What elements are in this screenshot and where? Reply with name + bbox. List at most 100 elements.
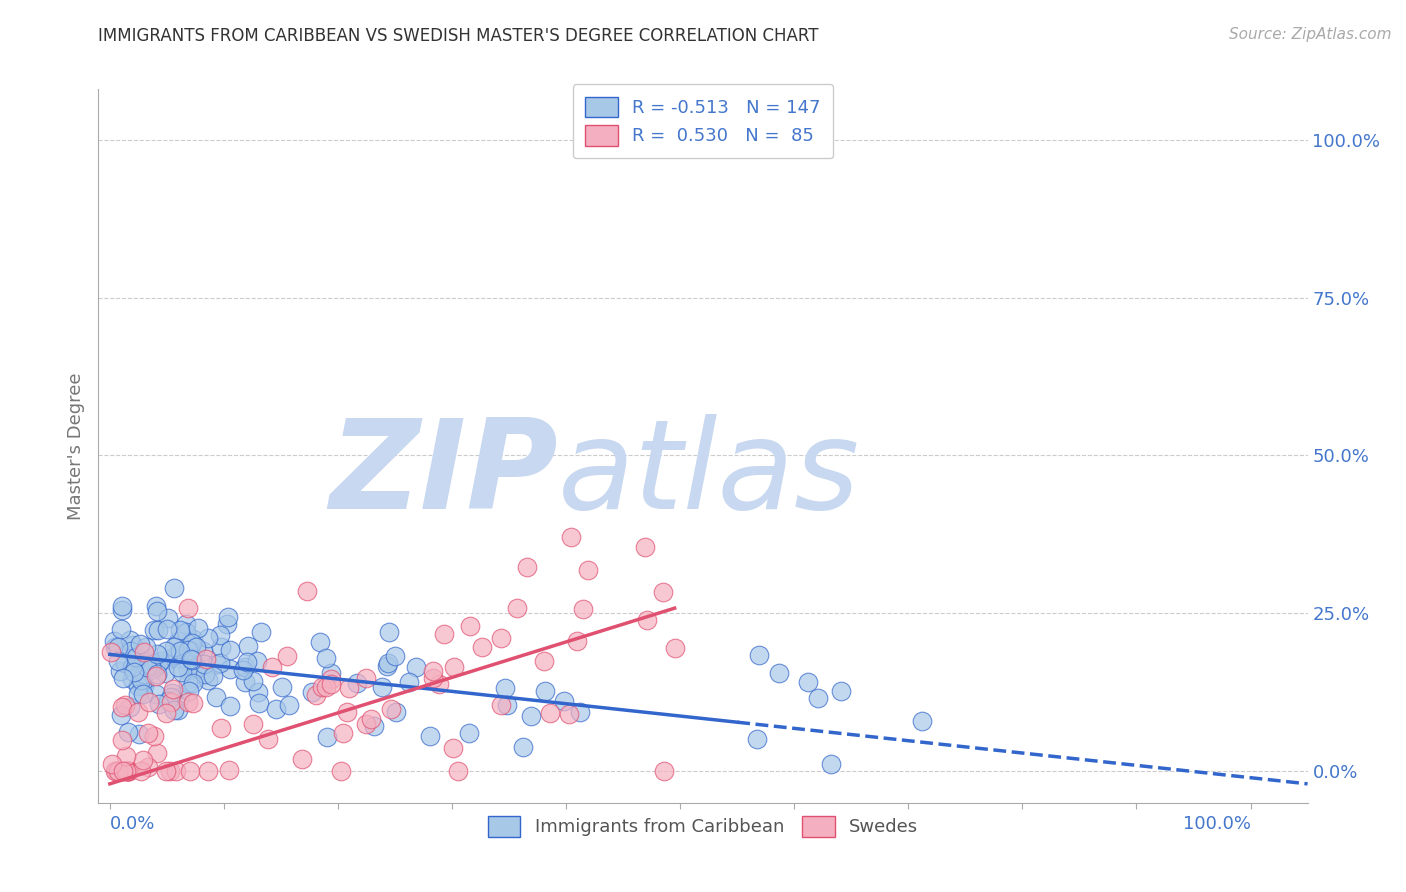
Point <box>169 623 191 637</box>
Point <box>111 764 134 779</box>
Point <box>636 613 658 627</box>
Point <box>496 698 519 712</box>
Point <box>107 653 129 667</box>
Point <box>177 694 200 708</box>
Point <box>219 698 242 713</box>
Point <box>534 683 557 698</box>
Point <box>157 694 180 708</box>
Point <box>242 673 264 688</box>
Point <box>179 642 201 657</box>
Point <box>278 698 301 713</box>
Point <box>457 726 479 740</box>
Point <box>384 648 406 663</box>
Point <box>194 652 217 666</box>
Point <box>136 726 159 740</box>
Point <box>143 729 166 743</box>
Point <box>180 652 202 666</box>
Point <box>176 676 198 690</box>
Point <box>295 583 318 598</box>
Point <box>117 764 139 779</box>
Point <box>176 664 198 678</box>
Point <box>110 707 132 722</box>
Point <box>186 661 208 675</box>
Point <box>219 643 242 657</box>
Text: IMMIGRANTS FROM CARIBBEAN VS SWEDISH MASTER'S DEGREE CORRELATION CHART: IMMIGRANTS FROM CARIBBEAN VS SWEDISH MAS… <box>98 27 818 45</box>
Point <box>128 727 150 741</box>
Point <box>100 645 122 659</box>
Point <box>138 658 160 673</box>
Point <box>242 717 264 731</box>
Point <box>118 632 141 647</box>
Point <box>363 719 385 733</box>
Point <box>141 662 163 676</box>
Point <box>538 706 561 721</box>
Point <box>247 696 270 710</box>
Point <box>110 664 132 678</box>
Point <box>103 634 125 648</box>
Point <box>145 687 167 701</box>
Point <box>181 636 204 650</box>
Point <box>236 639 259 653</box>
Point <box>321 672 343 686</box>
Point <box>117 764 139 779</box>
Point <box>118 764 141 779</box>
Point <box>110 623 132 637</box>
Point <box>458 619 481 633</box>
Point <box>204 690 226 704</box>
Point <box>181 632 204 646</box>
Point <box>377 657 399 671</box>
Point <box>217 616 239 631</box>
Point <box>165 764 187 779</box>
Point <box>124 652 146 666</box>
Point <box>447 764 470 779</box>
Point <box>262 660 284 674</box>
Point <box>315 650 337 665</box>
Point <box>354 671 377 685</box>
Point <box>565 634 588 648</box>
Point <box>156 622 179 636</box>
Point <box>257 731 280 746</box>
Point <box>748 648 770 662</box>
Point <box>651 584 673 599</box>
Point <box>139 658 162 673</box>
Point <box>169 690 191 705</box>
Point <box>107 640 129 654</box>
Point <box>115 764 138 779</box>
Point <box>197 673 219 687</box>
Point <box>177 643 200 657</box>
Point <box>247 685 270 699</box>
Point <box>122 638 145 652</box>
Point <box>316 730 339 744</box>
Point <box>163 581 186 595</box>
Point <box>127 705 149 719</box>
Point <box>557 706 579 721</box>
Point <box>125 657 148 672</box>
Point <box>179 764 201 779</box>
Point <box>146 657 169 671</box>
Point <box>187 621 209 635</box>
Point <box>768 666 790 681</box>
Point <box>167 660 190 674</box>
Point <box>127 687 149 701</box>
Point <box>634 541 657 555</box>
Point <box>271 680 294 694</box>
Point <box>121 672 143 686</box>
Point <box>115 764 138 779</box>
Point <box>209 640 232 654</box>
Point <box>160 695 183 709</box>
Point <box>249 625 271 640</box>
Point <box>568 705 591 719</box>
Point <box>129 764 152 778</box>
Point <box>291 752 314 766</box>
Point <box>197 632 219 646</box>
Point <box>807 691 830 706</box>
Point <box>398 674 420 689</box>
Text: ZIP: ZIP <box>329 414 558 535</box>
Point <box>336 705 359 719</box>
Point <box>156 611 179 625</box>
Point <box>121 644 143 658</box>
Point <box>181 696 204 710</box>
Point <box>471 640 494 655</box>
Point <box>797 675 820 690</box>
Point <box>145 604 167 618</box>
